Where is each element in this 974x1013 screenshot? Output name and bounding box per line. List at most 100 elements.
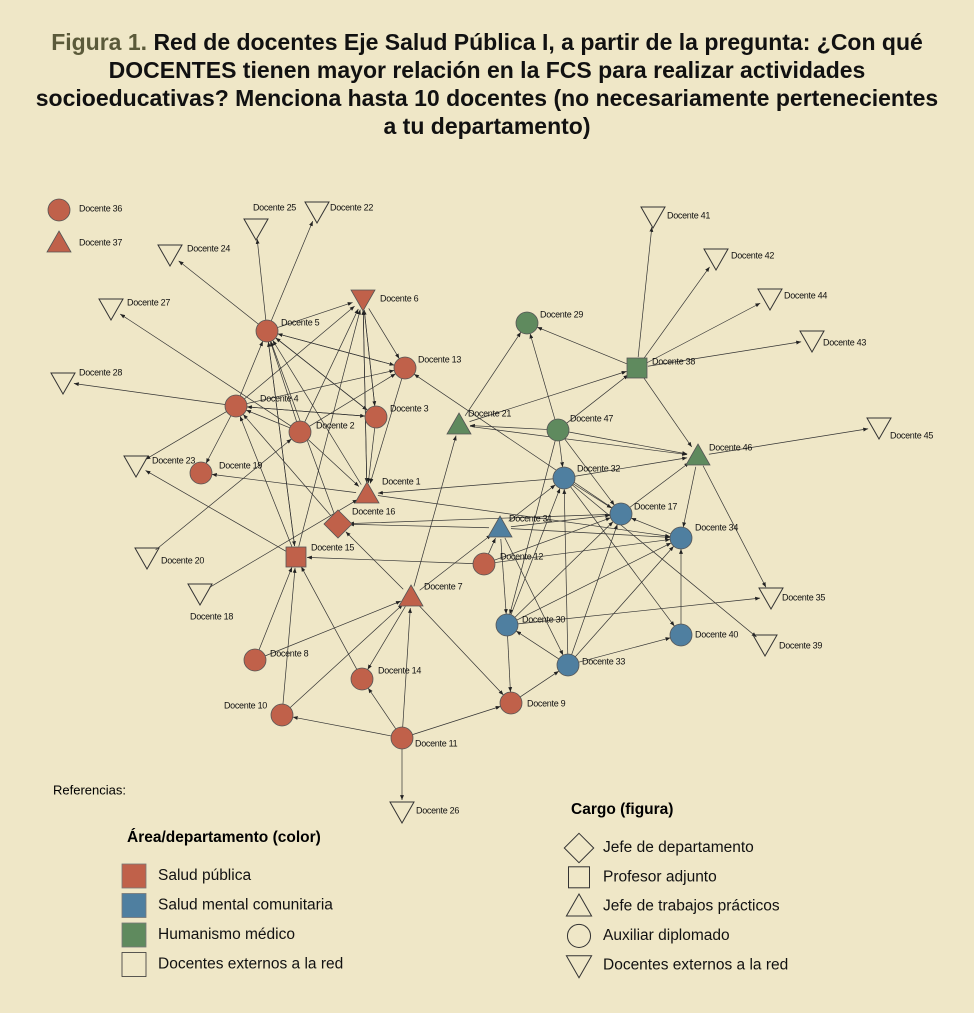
- edge: [367, 606, 406, 670]
- node: [609, 502, 633, 526]
- legend-label: Docentes externos a la red: [603, 956, 788, 973]
- edge: [367, 687, 397, 730]
- node: [189, 461, 213, 485]
- legend-label: Salud pública: [158, 867, 251, 884]
- legend-label: Jefe de trabajos prácticos: [603, 898, 780, 915]
- node-label: Docente 14: [378, 665, 421, 675]
- node: [398, 584, 424, 607]
- edge: [702, 465, 767, 588]
- node: [472, 552, 496, 576]
- edge: [155, 438, 292, 551]
- node-label: Docente 20: [161, 555, 204, 565]
- edge: [418, 604, 504, 696]
- node: [552, 466, 576, 490]
- node-label: Docente 44: [784, 290, 827, 300]
- node-label: Docente 12: [500, 551, 543, 561]
- node-label: Docente 39: [779, 640, 822, 650]
- node-label: Docente 7: [424, 581, 463, 591]
- edge: [562, 488, 569, 655]
- edge: [267, 341, 295, 547]
- edge: [631, 517, 671, 535]
- node: [157, 244, 183, 268]
- edge: [145, 411, 227, 460]
- edge: [469, 370, 627, 422]
- edge: [361, 309, 368, 484]
- node: [187, 583, 213, 607]
- edge: [412, 705, 501, 735]
- edge: [282, 567, 297, 705]
- legend-cargo-title: Cargo (figura): [571, 801, 673, 818]
- node: [393, 356, 417, 380]
- legend-references: Referencias:: [53, 782, 126, 797]
- node-label: Docente 2: [316, 420, 355, 430]
- edge: [708, 427, 869, 455]
- node-label: Docente 33: [582, 656, 625, 666]
- edge: [255, 238, 267, 321]
- title: Figura 1. Red de docentes Eje Salud Públ…: [30, 28, 944, 140]
- node: [304, 201, 330, 225]
- node-label: Docente 15: [311, 542, 354, 552]
- node-label: Docente 43: [823, 337, 866, 347]
- node: [389, 801, 415, 825]
- edge: [469, 426, 688, 456]
- edge: [348, 522, 490, 529]
- edge: [629, 462, 690, 508]
- edge: [242, 414, 332, 516]
- edge: [258, 567, 293, 650]
- edge: [246, 409, 290, 429]
- legend-shape: [563, 832, 595, 864]
- node-label: Docente 13: [418, 354, 461, 364]
- node-label: Docente 11: [415, 738, 458, 748]
- edge: [504, 537, 564, 656]
- node-label: Docente 30: [522, 614, 565, 624]
- edge: [300, 566, 358, 670]
- node: [487, 515, 513, 538]
- edge: [510, 528, 671, 540]
- node-label: Docente 34: [695, 522, 738, 532]
- node: [799, 330, 825, 354]
- node: [669, 526, 693, 550]
- node: [270, 703, 294, 727]
- edge: [564, 438, 615, 506]
- node: [546, 418, 570, 442]
- node: [364, 405, 388, 429]
- node: [350, 289, 376, 312]
- node-label: Docente 17: [634, 501, 677, 511]
- edge: [145, 470, 287, 552]
- edge: [244, 305, 355, 400]
- node-label: Docente 19: [219, 460, 262, 470]
- node: [123, 455, 149, 479]
- node-label: Docente 26: [416, 805, 459, 815]
- node: [640, 206, 666, 230]
- edge: [307, 439, 360, 487]
- edge: [514, 521, 614, 618]
- edge: [642, 376, 693, 448]
- node-label: Docente 35: [782, 592, 825, 602]
- edge: [178, 260, 259, 325]
- node: [752, 634, 778, 658]
- node-label: Docente 37: [79, 237, 122, 247]
- legend-label: Auxiliar diplomado: [603, 927, 730, 944]
- node-label: Docente 8: [270, 648, 309, 658]
- legend: Referencias: Área/departamento (color) Sal…: [53, 782, 788, 979]
- node-label: Docente 28: [79, 367, 122, 377]
- edge: [643, 266, 710, 360]
- edge: [537, 326, 627, 365]
- edge: [209, 499, 358, 588]
- node: [446, 412, 472, 435]
- edge: [566, 374, 629, 424]
- node: [288, 420, 312, 444]
- node: [50, 372, 76, 396]
- edge: [272, 340, 362, 485]
- node: [703, 248, 729, 272]
- edge: [239, 341, 264, 396]
- node: [350, 667, 374, 691]
- node-label: Docente 1: [382, 476, 421, 486]
- edge: [570, 486, 675, 627]
- legend-swatch: [121, 863, 147, 889]
- node-label: Docente 27: [127, 297, 170, 307]
- edge: [298, 309, 361, 547]
- node: [499, 691, 523, 715]
- edge: [363, 309, 377, 407]
